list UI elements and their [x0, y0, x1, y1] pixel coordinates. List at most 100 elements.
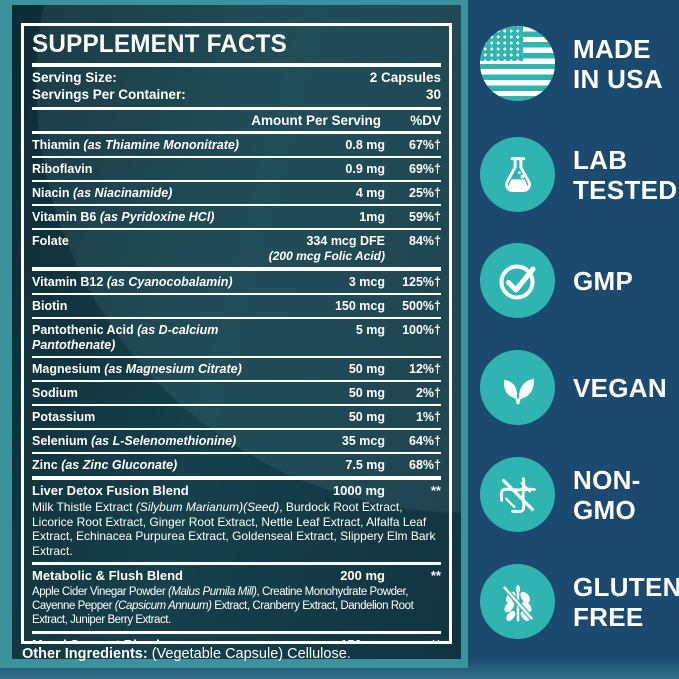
- nutrient-amount: 5 mg: [355, 322, 385, 337]
- serving-size-value: 2 Capsules: [369, 70, 441, 85]
- badge-label: MADE IN USA: [573, 33, 663, 94]
- nutrient-source: (as Pyridoxine HCl): [99, 209, 215, 224]
- servings-per-container-line: Servings Per Container: 30: [32, 87, 441, 104]
- nutrient-dv: 84%†: [409, 233, 441, 248]
- nutrient-dv: 59%†: [409, 209, 441, 224]
- nutrient-name: Magnesium: [32, 361, 101, 376]
- nutrient-row: Potassium 50 mg 1%†: [32, 404, 441, 428]
- blend-amount: 150 mg: [267, 637, 385, 641]
- badge-gluten-free: GLUTEN FREE: [480, 564, 679, 639]
- nutrient-source: (as L-Selenomethionine): [91, 433, 237, 448]
- nutrient-source: (as Niacinamide): [73, 185, 173, 200]
- badge-vegan: VEGAN: [480, 350, 667, 425]
- badge-non-gmo: NON- GMO: [480, 457, 641, 532]
- nutrient-rows: Thiamin (as Thiamine Mononitrate) 0.8 mg…: [32, 131, 441, 476]
- nutrient-row: Riboflavin 0.9 mg 69%†: [32, 156, 441, 180]
- divider: [32, 63, 441, 67]
- nutrient-dv: 67%†: [409, 137, 441, 152]
- badge-label: LAB TESTED: [573, 144, 678, 205]
- gmp-check-icon: [480, 243, 555, 318]
- nutrient-source: (as Zinc Gluconate): [61, 457, 178, 472]
- blend-dv: **: [430, 568, 441, 583]
- other-ingredients-value: (Vegetable Capsule) Cellulose.: [147, 646, 351, 662]
- nutrient-row: Niacin (as Niacinamide) 4 mg 25%†: [32, 180, 441, 204]
- nutrient-name: Vitamin B6: [32, 209, 97, 224]
- amount-per-serving-header: Amount Per Serving: [251, 113, 381, 128]
- nutrient-name: Niacin: [32, 185, 70, 200]
- nutrient-amount: 334 mcg DFE: [306, 233, 385, 248]
- blend-ingredients: Milk Thistle Extract (Silybum Marianum)(…: [32, 500, 436, 558]
- badge-lab-tested: LAB TESTED: [480, 137, 677, 212]
- servings-per-container-value: 30: [425, 86, 441, 102]
- blend-section: Mood Support Blend 150 mg ** Panax Ginse…: [32, 631, 441, 641]
- blend-name: Metabolic & Flush Blend: [32, 568, 183, 583]
- nutrient-amount: 150 mcg: [334, 298, 385, 313]
- nutrient-name: Vitamin B12: [32, 274, 104, 289]
- nutrient-dv: 100%†: [402, 322, 441, 337]
- column-header: Amount Per Serving %DV: [32, 110, 441, 131]
- nutrient-dv: 69%†: [409, 161, 441, 176]
- nutrient-source: (as Magnesium Citrate): [104, 361, 242, 376]
- nutrient-name: Riboflavin: [32, 161, 93, 176]
- badge-label: GLUTEN FREE: [573, 571, 679, 632]
- nutrient-row: Selenium (as L-Selenomethionine) 35 mcg …: [32, 428, 441, 452]
- nutrient-row: Magnesium (as Magnesium Citrate) 50 mg 1…: [32, 356, 441, 380]
- nutrient-dv: 64%†: [409, 433, 441, 448]
- nutrient-name: Folate: [32, 233, 69, 248]
- supplement-facts-title: SUPPLEMENT FACTS: [32, 30, 288, 58]
- nutrient-row: Thiamin (as Thiamine Mononitrate) 0.8 mg…: [32, 131, 441, 156]
- nutrient-dv: 68%†: [409, 457, 441, 472]
- nutrient-amount: 0.9 mg: [345, 161, 385, 176]
- vegan-leaves-icon: [480, 350, 555, 425]
- dv-header: %DV: [410, 113, 441, 128]
- supplement-facts-box: SUPPLEMENT FACTS Serving Size: 2 Capsule…: [21, 23, 452, 644]
- nutrient-dv: 125%†: [402, 274, 441, 289]
- nutrient-amount: 4 mg: [355, 185, 385, 200]
- nutrient-amount: 35 mcg: [341, 433, 385, 448]
- nutrient-name: Potassium: [32, 409, 96, 424]
- badge-made-in-usa: MADE IN USA: [480, 26, 663, 101]
- nutrient-amount-sub: (200 mcg Folic Acid): [268, 248, 385, 263]
- nutrient-amount: 50 mg: [348, 385, 385, 400]
- nutrient-name: Biotin: [32, 298, 68, 313]
- blend-dv: **: [430, 483, 441, 498]
- nutrient-row: Vitamin B6 (as Pyridoxine HCl) 1mg 59%†: [32, 204, 441, 228]
- nutrient-dv: 500%†: [402, 298, 441, 313]
- usa-flag-icon: [480, 26, 555, 101]
- nutrient-row: Biotin 150 mcg 500%†: [32, 293, 441, 317]
- supplement-label-panel: SUPPLEMENT FACTS Serving Size: 2 Capsule…: [12, 5, 461, 662]
- badge-label: VEGAN: [573, 372, 667, 403]
- nutrient-source: (as Cyanocobalamin): [106, 274, 233, 289]
- nutrient-dv: 25%†: [409, 185, 441, 200]
- badge-column: MADE IN USA LAB TESTED GMP: [468, 0, 679, 679]
- nutrient-name: Sodium: [32, 385, 78, 400]
- nutrient-source: (as Thiamine Mononitrate): [83, 137, 239, 152]
- supplement-label-frame: SUPPLEMENT FACTS Serving Size: 2 Capsule…: [0, 0, 468, 668]
- nutrient-amount: 50 mg: [348, 361, 385, 376]
- blend-name: Liver Detox Fusion Blend: [32, 483, 189, 498]
- blend-ingredients: Apple Cider Vinegar Powder (Malus Pumila…: [32, 586, 414, 626]
- nutrient-row: Zinc (as Zinc Gluconate) 7.5 mg 68%†: [32, 452, 441, 476]
- nutrient-amount: 3 mcg: [348, 274, 385, 289]
- badge-gmp: GMP: [480, 243, 633, 318]
- non-gmo-dna-icon: [480, 457, 555, 532]
- nutrient-name: Zinc: [32, 457, 58, 472]
- nutrient-row: Pantothenic Acid (as D-calcium Pantothen…: [32, 317, 441, 356]
- nutrient-row: Folate 334 mcg DFE (200 mcg Folic Acid) 8…: [32, 228, 441, 267]
- badge-label: NON- GMO: [573, 464, 641, 525]
- nutrient-name: Pantothenic Acid: [32, 322, 134, 337]
- nutrient-name: Selenium: [32, 433, 88, 448]
- nutrient-row: Sodium 50 mg 2%†: [32, 380, 441, 404]
- nutrient-dv: 12%†: [409, 361, 441, 376]
- blend-section: Liver Detox Fusion Blend 1000 mg ** Milk…: [32, 476, 441, 562]
- lab-flask-icon: [480, 137, 555, 212]
- nutrient-source: (as D-calcium Pantothenate): [32, 322, 219, 352]
- serving-size-label: Serving Size:: [32, 70, 117, 85]
- nutrient-amount: 1mg: [359, 209, 385, 224]
- divider: [32, 107, 441, 110]
- nutrient-dv: 1%†: [415, 409, 441, 424]
- other-ingredients: Other Ingredients: (Vegetable Capsule) C…: [22, 646, 351, 662]
- blend-sections: Liver Detox Fusion Blend 1000 mg ** Milk…: [32, 476, 441, 641]
- blend-amount: 200 mg: [340, 568, 385, 583]
